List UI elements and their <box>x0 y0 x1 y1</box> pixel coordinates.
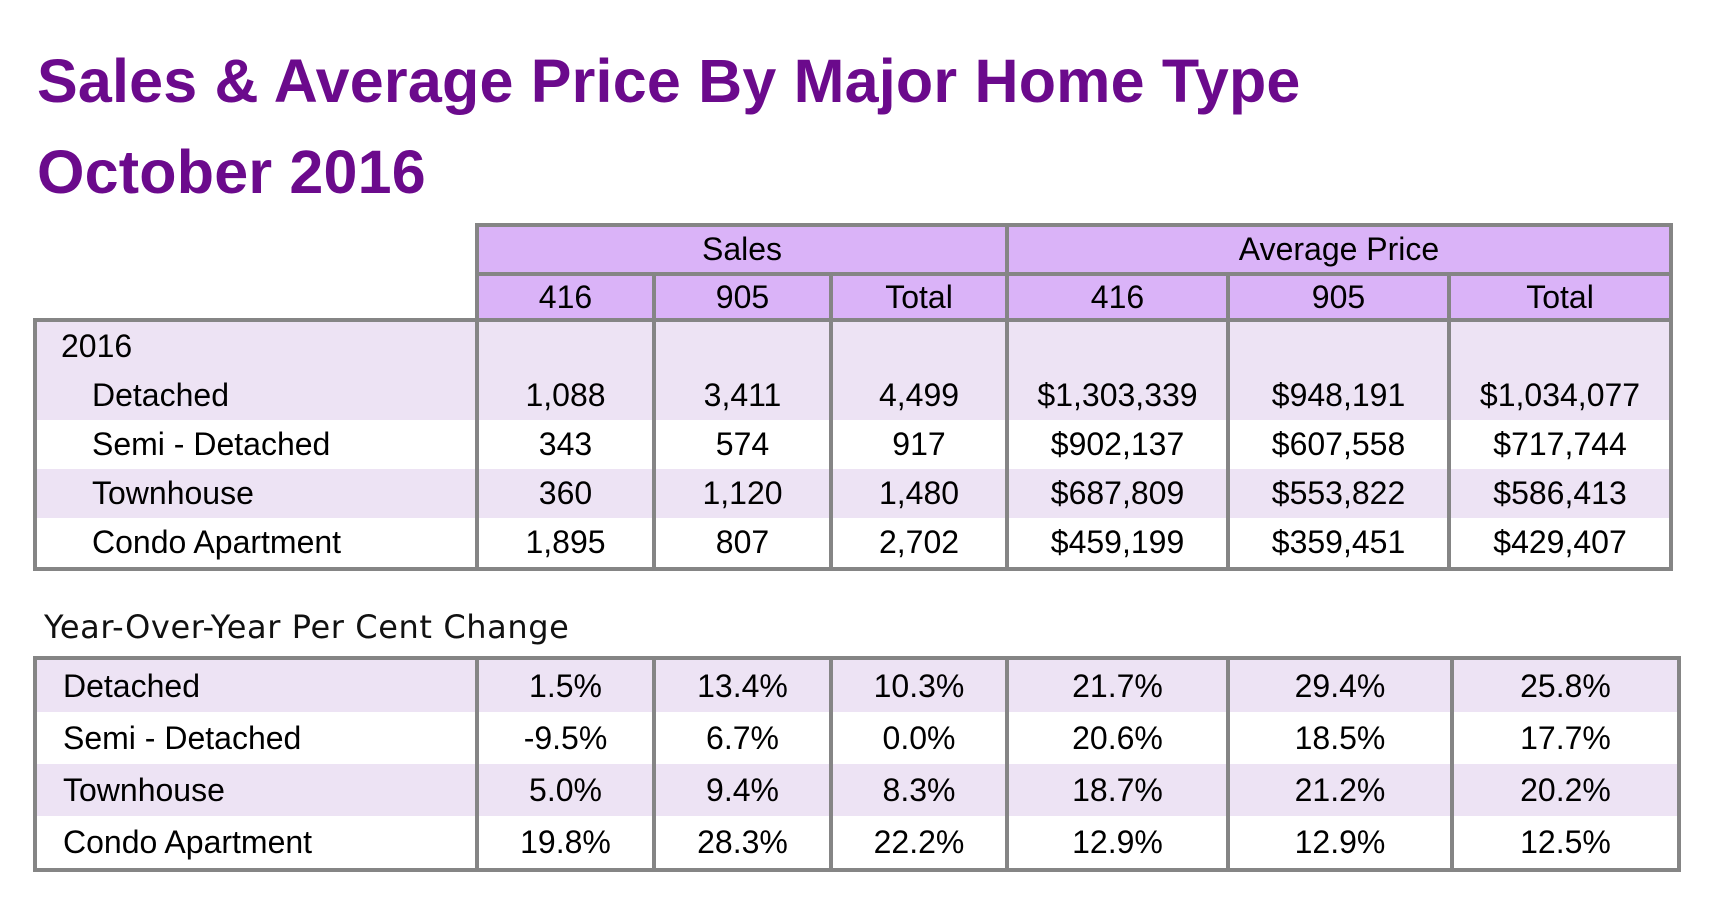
yoy-section-title: Year-Over-Year Per Cent Change <box>44 608 570 646</box>
cell-value: 25.8% <box>1450 658 1681 712</box>
cell-value: $607,558 <box>1226 420 1451 469</box>
table-row: Semi - Detached 343 574 917 $902,137 $60… <box>33 420 1673 469</box>
cell-value: 12.9% <box>1226 816 1454 870</box>
cell-value: 5.0% <box>475 764 656 816</box>
table-row: Condo Apartment 19.8% 28.3% 22.2% 12.9% … <box>33 816 1681 870</box>
col-header-price-905: 905 <box>1226 272 1451 322</box>
cell-value: 8.3% <box>829 764 1009 816</box>
cell-value: 20.2% <box>1450 764 1681 816</box>
cell-empty <box>475 318 656 371</box>
cell-value: 10.3% <box>829 658 1009 712</box>
table-row: Detached 1.5% 13.4% 10.3% 21.7% 29.4% 25… <box>33 658 1681 712</box>
row-label: Townhouse <box>33 764 479 816</box>
cell-empty <box>829 318 1009 371</box>
cell-value: $1,303,339 <box>1005 371 1230 420</box>
cell-value: -9.5% <box>475 712 656 764</box>
table-row: Townhouse 360 1,120 1,480 $687,809 $553,… <box>33 469 1673 518</box>
cell-value: 574 <box>652 420 833 469</box>
cell-value: $948,191 <box>1226 371 1451 420</box>
cell-value: 3,411 <box>652 371 833 420</box>
cell-empty <box>652 318 833 371</box>
cell-value: 1,088 <box>475 371 656 420</box>
cell-value: 343 <box>475 420 656 469</box>
cell-value: $586,413 <box>1447 469 1673 518</box>
cell-value: 12.9% <box>1005 816 1230 870</box>
cell-value: $359,451 <box>1226 518 1451 571</box>
header-spacer <box>35 225 477 274</box>
col-header-price-total: Total <box>1447 272 1673 322</box>
table-row: Townhouse 5.0% 9.4% 8.3% 18.7% 21.2% 20.… <box>33 764 1681 816</box>
table-row: Condo Apartment 1,895 807 2,702 $459,199… <box>33 518 1673 571</box>
year-row: 2016 <box>33 318 1673 371</box>
cell-value: 21.7% <box>1005 658 1230 712</box>
row-label: Semi - Detached <box>33 420 479 469</box>
cell-value: $553,822 <box>1226 469 1451 518</box>
cell-value: 360 <box>475 469 656 518</box>
cell-value: 22.2% <box>829 816 1009 870</box>
cell-value: 1,480 <box>829 469 1009 518</box>
cell-value: 0.0% <box>829 712 1009 764</box>
col-header-sales-total: Total <box>829 272 1009 322</box>
cell-value: 4,499 <box>829 371 1009 420</box>
cell-value: $429,407 <box>1447 518 1673 571</box>
col-header-price-416: 416 <box>1005 272 1230 322</box>
year-label: 2016 <box>33 318 479 371</box>
cell-value: $1,034,077 <box>1447 371 1673 420</box>
table-row: Semi - Detached -9.5% 6.7% 0.0% 20.6% 18… <box>33 712 1681 764</box>
cell-value: 1.5% <box>475 658 656 712</box>
cell-value: 12.5% <box>1450 816 1681 870</box>
cell-value: 20.6% <box>1005 712 1230 764</box>
cell-value: 18.7% <box>1005 764 1230 816</box>
cell-value: 9.4% <box>652 764 833 816</box>
cell-empty <box>1226 318 1451 371</box>
cell-value: 6.7% <box>652 712 833 764</box>
cell-value: 807 <box>652 518 833 571</box>
sales-price-table: Sales Average Price 416 905 Total 416 90… <box>33 223 1673 571</box>
cell-value: 19.8% <box>475 816 656 870</box>
yoy-change-table: Detached 1.5% 13.4% 10.3% 21.7% 29.4% 25… <box>33 656 1681 872</box>
group-header-sales: Sales <box>475 223 1009 276</box>
cell-value: 1,895 <box>475 518 656 571</box>
cell-value: 28.3% <box>652 816 833 870</box>
row-label: Semi - Detached <box>33 712 479 764</box>
cell-value: 2,702 <box>829 518 1009 571</box>
row-label: Condo Apartment <box>33 816 479 870</box>
row-label: Detached <box>33 658 479 712</box>
cell-empty <box>1005 318 1230 371</box>
table-row: Detached 1,088 3,411 4,499 $1,303,339 $9… <box>33 371 1673 420</box>
row-label: Townhouse <box>33 469 479 518</box>
cell-value: 17.7% <box>1450 712 1681 764</box>
row-label: Condo Apartment <box>33 518 479 571</box>
cell-value: 13.4% <box>652 658 833 712</box>
cell-value: $717,744 <box>1447 420 1673 469</box>
group-header-average-price: Average Price <box>1005 223 1673 276</box>
page-subtitle: October 2016 <box>37 138 426 206</box>
cell-value: $459,199 <box>1005 518 1230 571</box>
cell-value: 917 <box>829 420 1009 469</box>
cell-empty <box>1447 318 1673 371</box>
cell-value: 18.5% <box>1226 712 1454 764</box>
cell-value: 29.4% <box>1226 658 1454 712</box>
row-label: Detached <box>33 371 479 420</box>
cell-value: $902,137 <box>1005 420 1230 469</box>
col-header-sales-905: 905 <box>652 272 833 322</box>
header-spacer <box>35 274 477 320</box>
col-header-sales-416: 416 <box>475 272 656 322</box>
cell-value: $687,809 <box>1005 469 1230 518</box>
page-title: Sales & Average Price By Major Home Type <box>37 47 1301 115</box>
cell-value: 21.2% <box>1226 764 1454 816</box>
cell-value: 1,120 <box>652 469 833 518</box>
